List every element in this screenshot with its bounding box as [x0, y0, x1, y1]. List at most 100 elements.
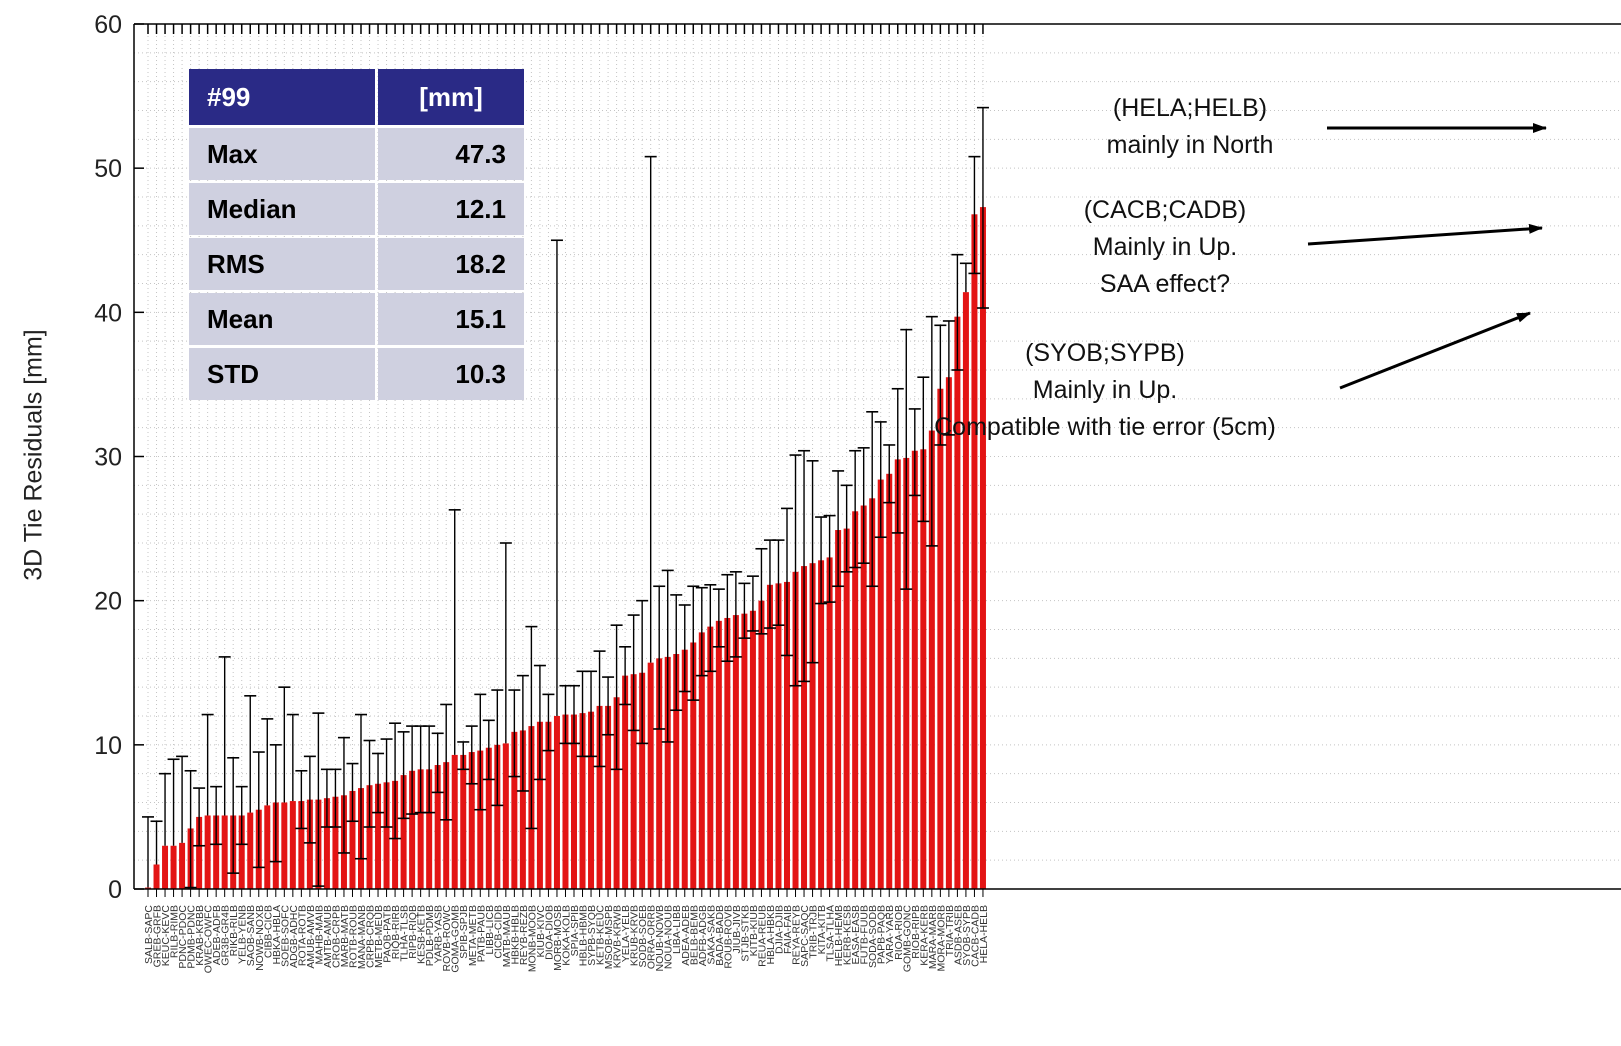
- x-tick-labels: SALB-SAPCGREB-GRFBKEUC-KEVCRILB-RIMBPDNC…: [143, 905, 990, 974]
- x-tick-label: DIOA-DIOB: [543, 905, 555, 960]
- stats-label: Max: [189, 128, 375, 180]
- x-tick-label: YELB-YENB: [237, 905, 249, 964]
- x-tick-label: TLSA-TLHA: [825, 905, 837, 962]
- y-tick-labels: 0 10 20 30 40 50 60: [94, 11, 122, 904]
- x-tick-label: TLHA-TLSB: [399, 905, 411, 962]
- bar: [911, 450, 918, 889]
- x-tick-label: MSOB-MSPB: [603, 905, 615, 969]
- annotation-cacb-line3: SAA effect?: [1099, 270, 1231, 298]
- x-tick-label: KRAB-KRBB: [194, 905, 206, 966]
- y-tick-label: 40: [94, 299, 122, 327]
- bar: [741, 613, 748, 889]
- stats-value: 15.1: [378, 293, 524, 345]
- bar: [724, 617, 731, 889]
- x-tick-label: JIUB-JIVB: [731, 905, 743, 953]
- x-tick-label: HBKA-HBLA: [271, 905, 283, 965]
- x-tick-label: HELB-HEMB: [833, 905, 845, 966]
- bar: [375, 783, 382, 889]
- bar: [588, 711, 595, 889]
- bar: [281, 802, 288, 889]
- x-tick-label: RIPB-RIQB: [407, 905, 419, 959]
- bar: [971, 214, 978, 890]
- bar: [204, 815, 211, 889]
- x-tick-label: AMTB-AMUB: [322, 905, 334, 968]
- bar: [639, 672, 646, 889]
- x-tick-label: CACB-CADB: [969, 905, 981, 967]
- bar: [332, 796, 339, 889]
- bar: [451, 754, 458, 889]
- x-tick-label: YARA-YARB: [884, 905, 896, 964]
- x-tick-label: GOMB-GONC: [901, 905, 913, 972]
- bar: [468, 752, 475, 889]
- x-tick-label: TRIA-TRIB: [944, 905, 956, 956]
- x-tick-label: MARB-MATB: [339, 905, 351, 967]
- annotation-cacb-line1: (CACB;CADB): [1083, 196, 1247, 224]
- x-tick-label: PDLB-PDMB: [424, 905, 436, 966]
- x-tick-label: ORRA-ORRB: [646, 905, 658, 969]
- stats-row-max: Max 47.3: [189, 128, 524, 180]
- y-tick-label: 20: [94, 588, 122, 616]
- stats-header-label: #99: [189, 69, 375, 125]
- bar: [647, 662, 654, 889]
- x-tick-label: NOUA-NOUB: [663, 905, 675, 969]
- x-tick-label: KITB-KIUB: [748, 905, 760, 956]
- bar: [945, 377, 952, 889]
- bar: [179, 842, 186, 889]
- x-tick-label: SALB-SAPC: [143, 905, 155, 964]
- stats-value: 12.1: [378, 183, 524, 235]
- stats-label: Median: [189, 183, 375, 235]
- stats-value: 18.2: [378, 238, 524, 290]
- bar: [860, 505, 867, 889]
- bar: [622, 675, 629, 889]
- x-tick-label: BELB-BEMB: [688, 905, 700, 965]
- x-tick-label: YARB-YASB: [433, 905, 445, 964]
- x-tick-label: HBKB-HBLB: [509, 905, 521, 965]
- x-tick-label: PAPB-PAQB: [876, 905, 888, 964]
- stats-row-median: Median 12.1: [189, 183, 524, 235]
- x-tick-label: SYOB-SYPB: [961, 905, 973, 966]
- stats-label: Mean: [189, 293, 375, 345]
- bar: [409, 770, 416, 889]
- bar: [170, 845, 177, 889]
- annotation-hela: (HELA;HELB) mainly in North: [1070, 90, 1310, 164]
- bar: [553, 716, 560, 889]
- x-tick-label: REUA-REUB: [756, 905, 768, 967]
- arrow-syob: [1339, 311, 1531, 390]
- y-tick-label: 50: [94, 155, 122, 183]
- x-tick-label: ROUB-ROVB: [722, 905, 734, 969]
- bar: [903, 457, 910, 889]
- x-tick-label: LIBB-LICB: [484, 905, 496, 955]
- x-tick-label: ROVB-ROWC: [441, 905, 453, 972]
- stats-row-mean: Mean 15.1: [189, 293, 524, 345]
- bar: [775, 583, 782, 889]
- x-tick-label: STJB-STKB: [739, 905, 751, 962]
- x-tick-label: SAPC-SAQC: [799, 905, 811, 967]
- x-tick-label: MONB-MOOB: [526, 905, 538, 972]
- bar: [877, 479, 884, 889]
- bar: [366, 785, 373, 889]
- bar: [826, 557, 833, 889]
- x-tick-label: MANA-MANB: [356, 905, 368, 969]
- bar: [801, 566, 808, 889]
- x-tick-label: SAKA-SAKB: [705, 905, 717, 965]
- bar: [417, 769, 424, 889]
- annotation-cacb-line2: Mainly in Up.: [1092, 233, 1238, 261]
- stats-table: #99 [mm] Max 47.3 Median 12.1 RMS 18.2 M…: [186, 66, 527, 403]
- bar: [213, 815, 220, 889]
- x-tick-label: ADEB-ADFB: [211, 905, 223, 965]
- bar: [656, 658, 663, 889]
- arrow-cacb: [1307, 223, 1543, 246]
- x-tick-label: KERB-KESB: [842, 905, 854, 965]
- bar: [519, 730, 526, 889]
- x-tick-label: KRUB-KRVB: [629, 905, 641, 966]
- x-tick-label: KITA-KITB: [816, 905, 828, 954]
- x-tick-label: RIOB-RIPB: [910, 905, 922, 959]
- bar: [477, 750, 484, 889]
- x-tick-label: HBLA-HBKB: [765, 905, 777, 965]
- x-tick-label: MARA-MARB: [927, 905, 939, 969]
- x-tick-label: KOKA-KOLB: [560, 905, 572, 966]
- x-tick-label: ADEA-ADEB: [680, 905, 692, 966]
- bar: [818, 560, 825, 889]
- x-tick-label: SODA-SODB: [867, 905, 879, 968]
- x-tick-label: NOUB-NOWB: [654, 905, 666, 972]
